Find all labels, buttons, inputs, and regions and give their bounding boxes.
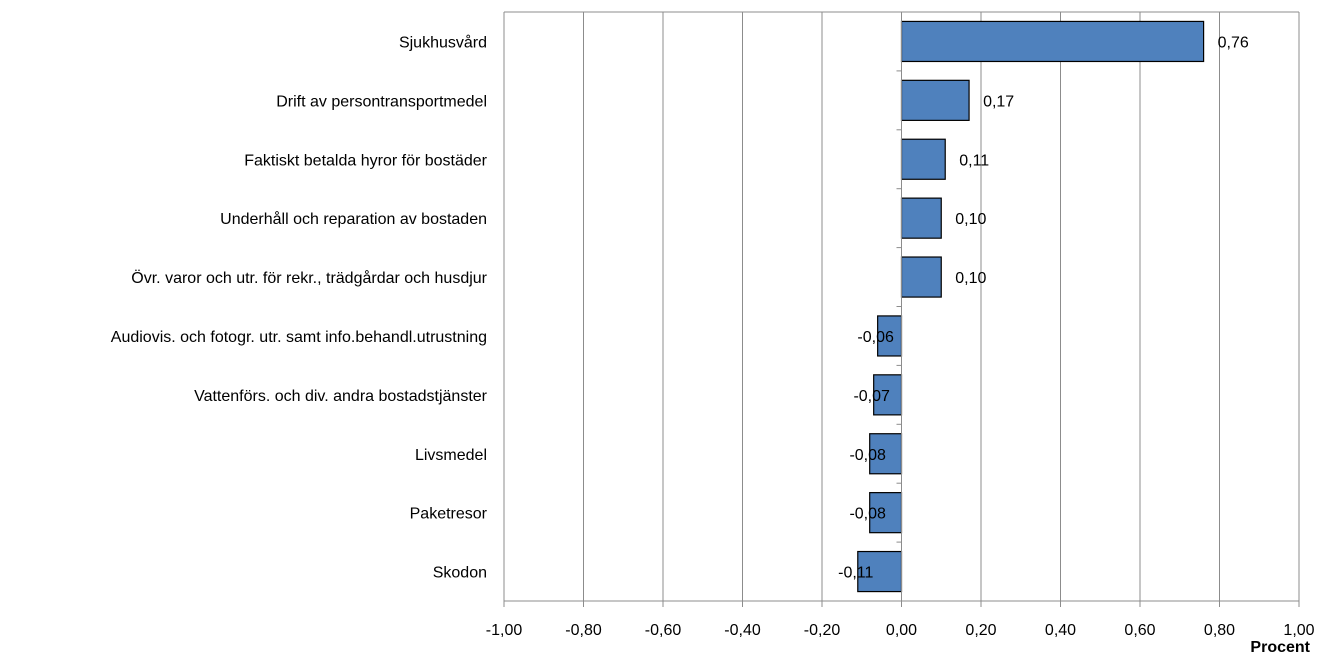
bar [900,197,942,239]
data-label: 0,10 [955,211,986,228]
bar [900,256,942,298]
category-label: Audiovis. och fotogr. utr. samt info.beh… [111,329,487,346]
bar [857,550,903,593]
data-label: -0,06 [857,329,894,346]
gridlines [503,12,1300,601]
bar [900,138,946,180]
x-tick-label: -0,60 [645,622,682,639]
category-label: Drift av persontransportmedel [276,93,487,110]
category-label: Övr. varor och utr. för rekr., trädgårda… [131,269,487,287]
x-tick-label: -0,20 [804,622,841,639]
bar [900,20,1205,63]
bars [857,20,1205,593]
x-tick-label: 1,00 [1283,622,1314,639]
data-label: -0,08 [849,447,886,464]
x-tick-label: -1,00 [486,622,523,639]
x-tick-label: 0,60 [1124,622,1155,639]
category-label: Vattenförs. och div. andra bostadstjänst… [194,388,488,405]
category-label: Livsmedel [415,447,487,464]
bar [869,433,903,475]
x-tick-label: 0,00 [886,622,917,639]
category-label: Faktiskt betalda hyror för bostäder [244,152,487,169]
labels: -1,00 -0,80 -0,60 -0,40 -0,20 0,00 0,20 0,40 0,6… [111,33,1315,639]
x-tick-label: 0,40 [1045,622,1076,639]
category-label: Paketresor [410,506,488,523]
data-label: -0,08 [849,506,886,523]
data-label: 0,76 [1218,34,1249,51]
bar [900,79,970,121]
data-label: 0,11 [959,152,989,169]
x-tick-label: -0,80 [565,622,602,639]
x-tick-label: 0,20 [965,622,996,639]
x-tick-label: 0,80 [1204,622,1235,639]
axes [503,11,1300,607]
category-label: Sjukhusvård [399,33,487,51]
data-label: 0,17 [983,93,1014,110]
data-label: -0,11 [838,565,873,582]
data-label: -0,07 [853,388,890,405]
category-label: Skodon [433,565,487,582]
data-label: 0,10 [955,270,986,287]
x-tick-label: -0,40 [724,622,761,639]
x-axis-title: Procent [1250,639,1310,656]
bar [869,492,903,534]
category-label: Underhåll och reparation av bostaden [220,210,487,228]
